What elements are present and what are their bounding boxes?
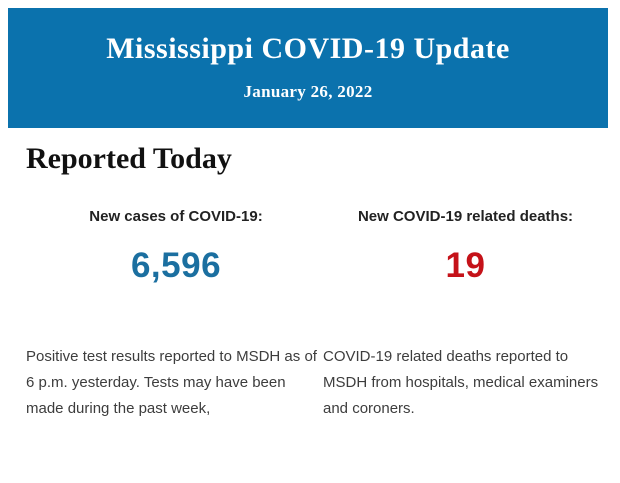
report-date: January 26, 2022 bbox=[243, 82, 373, 101]
page-title: Mississippi COVID-19 Update bbox=[106, 32, 510, 65]
new-cases-label: New cases of COVID-19: bbox=[89, 208, 263, 225]
new-deaths-description: COVID-19 related deaths reported to MSDH… bbox=[323, 348, 599, 417]
header-band: Mississippi COVID-19 Update January 26, … bbox=[8, 8, 608, 128]
new-cases-value: 6,596 bbox=[130, 246, 222, 285]
stat-new-cases: New cases of COVID-19: 6,596 Positive te… bbox=[26, 208, 326, 422]
new-deaths-label: New COVID-19 related deaths: bbox=[357, 208, 574, 225]
new-deaths-value: 19 bbox=[445, 246, 486, 285]
stat-new-deaths: New COVID-19 related deaths: 19 COVID-19… bbox=[323, 208, 608, 422]
new-cases-description: Positive test results reported to MSDH a… bbox=[26, 348, 317, 417]
section-heading-reported-today: Reported Today bbox=[26, 142, 232, 175]
